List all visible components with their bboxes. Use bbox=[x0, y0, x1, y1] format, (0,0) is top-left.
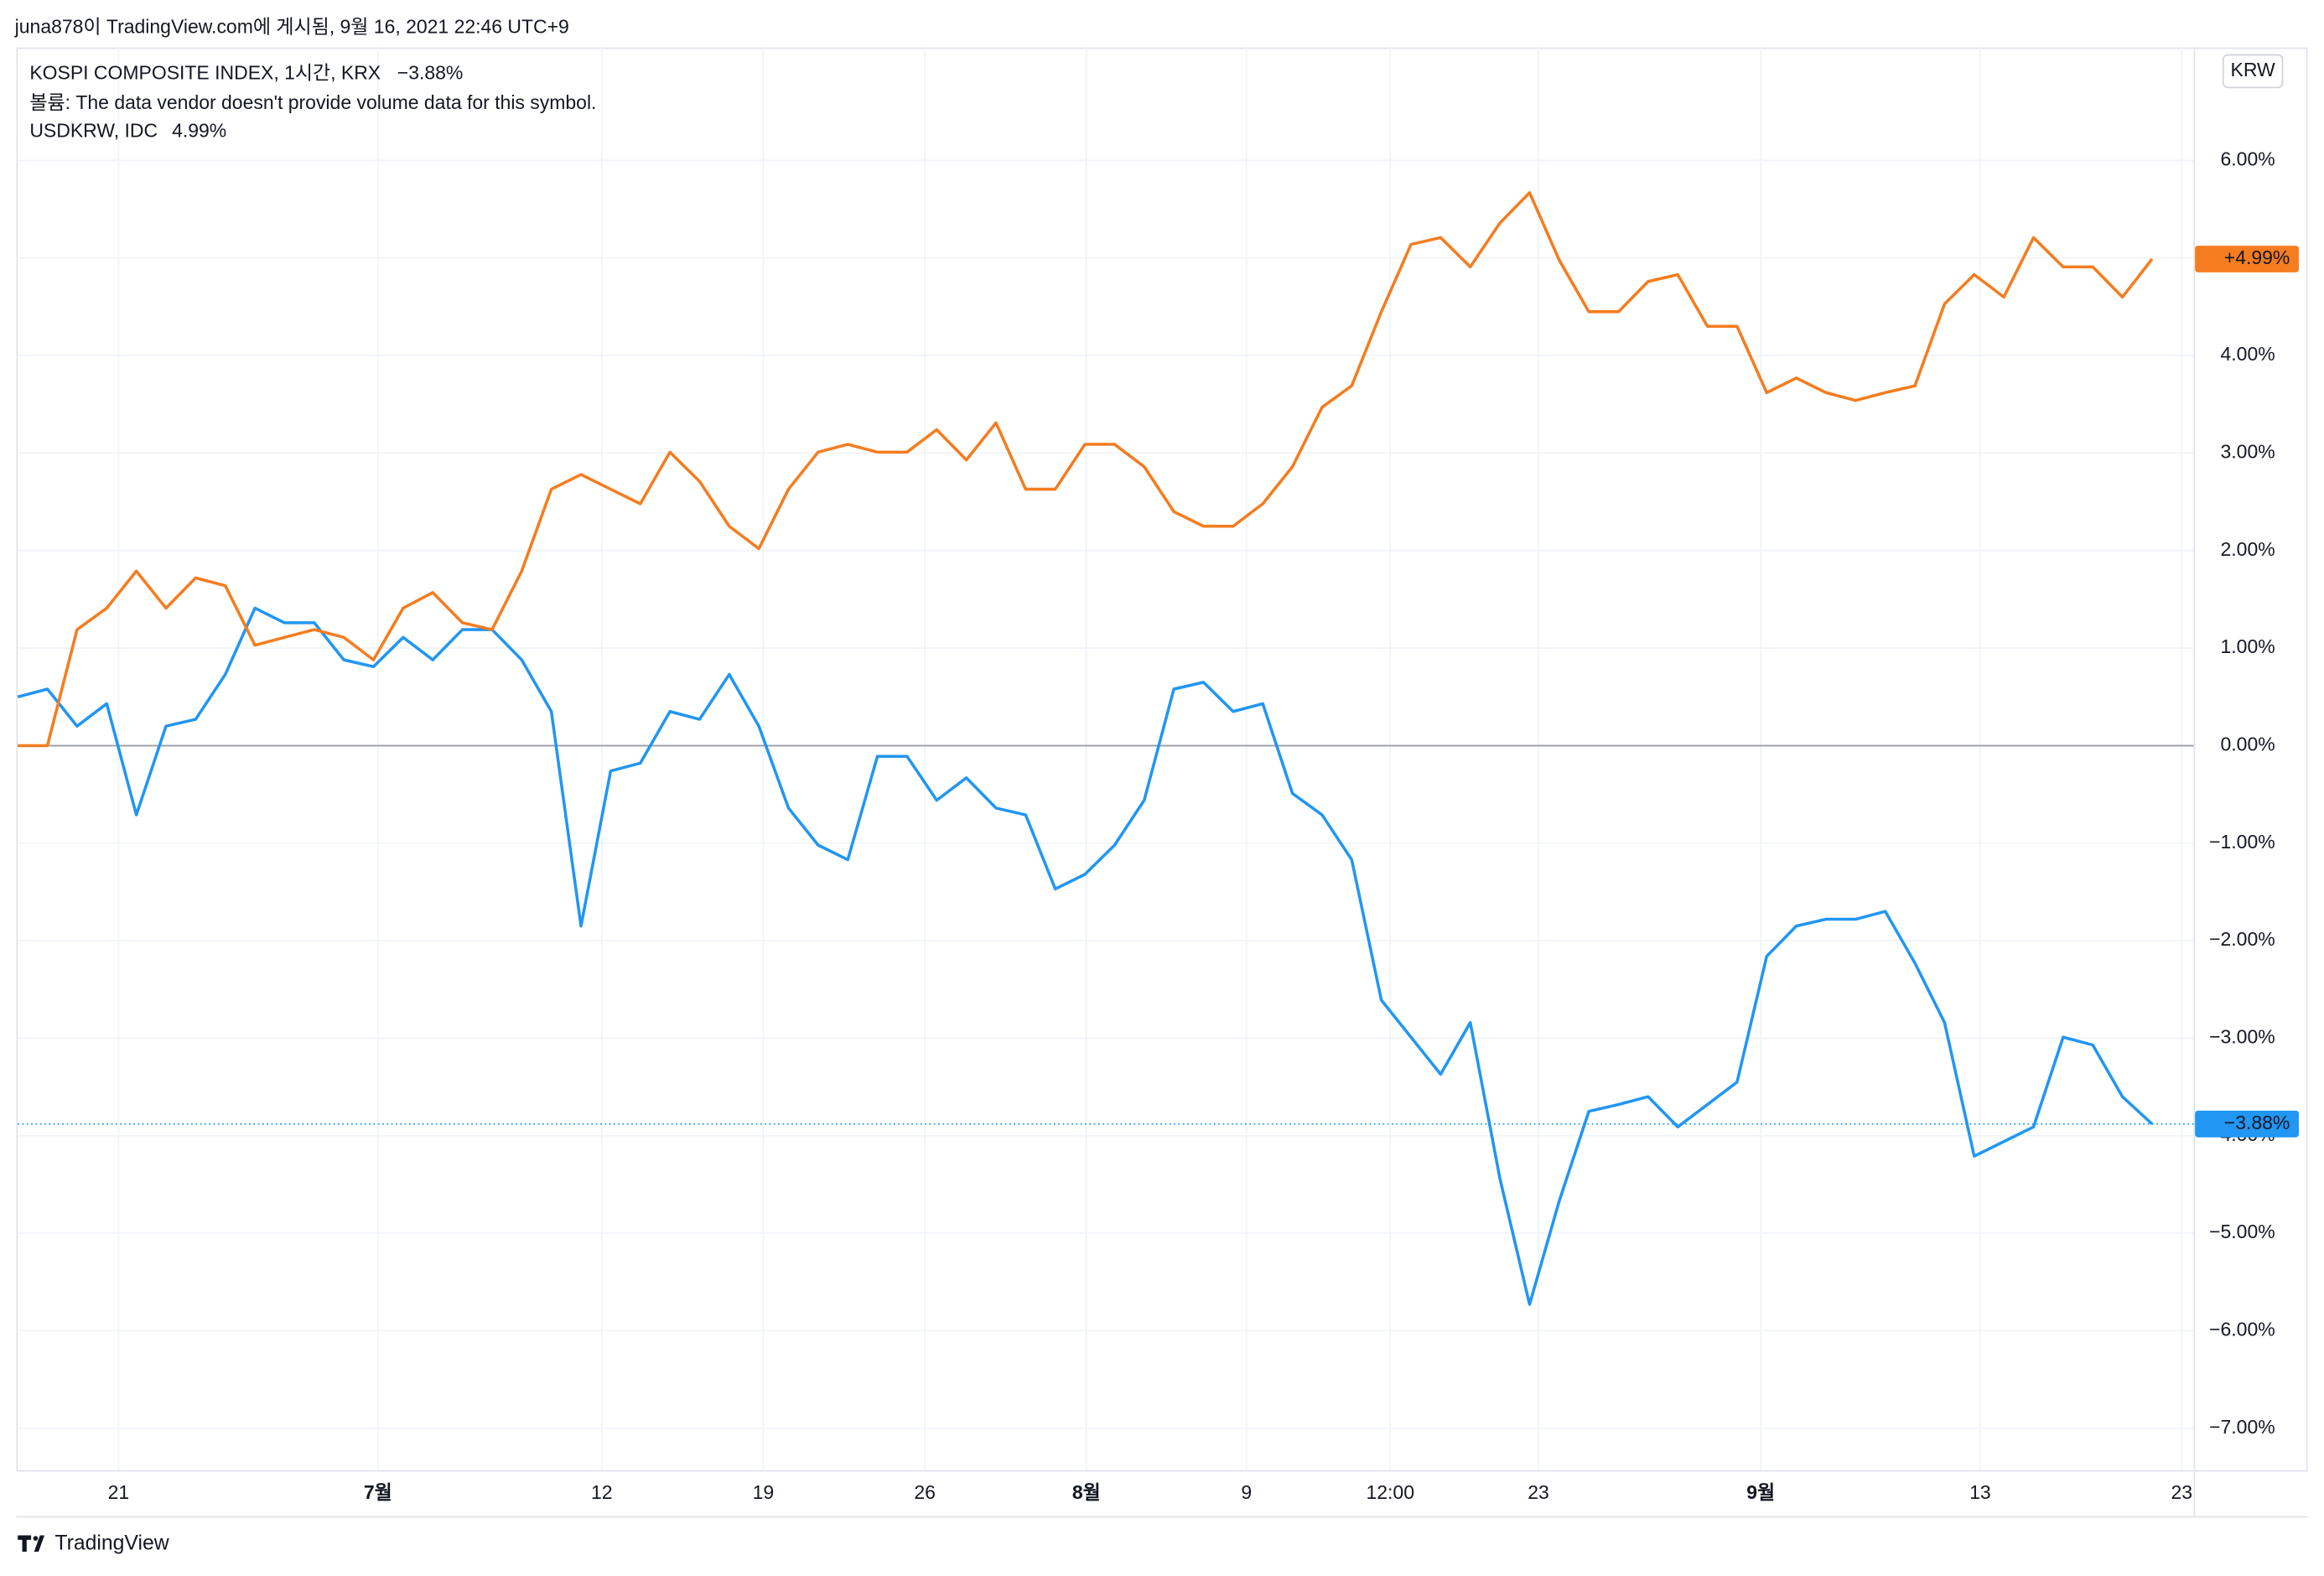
x-tick-label: 21 bbox=[108, 1481, 130, 1503]
y-tick-label: 2.00% bbox=[2221, 538, 2275, 560]
series-line bbox=[17, 606, 2154, 1306]
y-tick-label: 6.00% bbox=[2221, 148, 2275, 170]
x-tick-label: 19 bbox=[753, 1481, 775, 1503]
chart-frame bbox=[16, 47, 2308, 1472]
price-badge-label: −3.88% bbox=[2224, 1112, 2290, 1133]
x-tick-label: 9월 bbox=[1746, 1481, 1775, 1503]
x-tick-label: 9 bbox=[1241, 1481, 1252, 1503]
y-tick-label: −6.00% bbox=[2209, 1318, 2275, 1340]
price-badge-label: +4.99% bbox=[2224, 246, 2290, 268]
x-tick-label: 23 bbox=[2171, 1481, 2193, 1503]
y-tick-label: 3.00% bbox=[2221, 441, 2275, 463]
legend-change-1: 4.99% bbox=[172, 119, 226, 141]
series-line bbox=[18, 191, 2154, 748]
price-badge bbox=[2195, 1110, 2299, 1138]
legend-series-1: USDKRW, IDC bbox=[29, 119, 158, 141]
grid bbox=[18, 47, 2194, 1470]
volume-note: 볼륨: The data vendor doesn't provide volu… bbox=[29, 91, 596, 113]
y-tick-label: −5.00% bbox=[2209, 1221, 2275, 1242]
x-tick-label: 12:00 bbox=[1367, 1481, 1414, 1503]
currency-box[interactable] bbox=[2222, 54, 2284, 89]
y-tick-label: −1.00% bbox=[2209, 831, 2275, 853]
attribution: juna878이 TradingView.com에 게시됨, 9월 16, 20… bbox=[14, 16, 569, 38]
brand-logo bbox=[18, 1535, 45, 1552]
y-tick-label: −3.00% bbox=[2209, 1026, 2275, 1048]
legend-change-0: −3.88% bbox=[397, 62, 464, 84]
y-tick-label: 4.00% bbox=[2221, 343, 2275, 365]
x-tick-label: 12 bbox=[591, 1481, 613, 1503]
plot bbox=[17, 191, 2194, 1306]
legend-series-0: KOSPI COMPOSITE INDEX, 1시간, KRX bbox=[29, 62, 381, 84]
y-tick-label: −7.00% bbox=[2209, 1416, 2275, 1438]
axis-labels: 6.00%5.00%4.00%3.00%2.00%1.00%0.00%−1.00… bbox=[108, 148, 2299, 1503]
price-badge bbox=[2195, 246, 2299, 272]
y-tick-label: −2.00% bbox=[2209, 928, 2275, 950]
x-tick-label: 26 bbox=[914, 1481, 936, 1503]
x-tick-label: 7월 bbox=[364, 1481, 392, 1503]
y-tick-label: 0.00% bbox=[2221, 734, 2275, 755]
y-tick-label: 1.00% bbox=[2221, 635, 2275, 657]
brand: TradingView bbox=[54, 1532, 169, 1555]
x-tick-label: 23 bbox=[1528, 1481, 1549, 1503]
x-tick-label: 13 bbox=[1969, 1481, 1991, 1503]
x-tick-label: 8월 bbox=[1072, 1481, 1101, 1503]
currency-label[interactable]: KRW bbox=[2231, 59, 2275, 80]
